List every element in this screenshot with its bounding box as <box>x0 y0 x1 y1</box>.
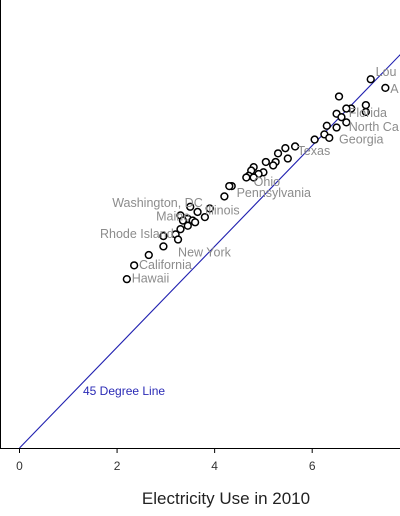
data-point <box>337 113 346 122</box>
state-label: Washington, DC <box>112 196 203 210</box>
x-axis-title: Electricity Use in 2010 <box>142 489 310 508</box>
data-point <box>273 149 283 158</box>
data-point <box>325 133 334 142</box>
data-point <box>332 123 341 132</box>
state-label: Maine <box>156 210 190 224</box>
data-point <box>261 157 271 167</box>
data-point <box>205 204 214 213</box>
state-label: Rhode Island <box>100 227 174 241</box>
data-point <box>381 83 390 93</box>
state-label: Florida <box>349 106 387 120</box>
data-point <box>310 135 319 144</box>
state-label: North Ca <box>349 120 399 134</box>
data-point <box>178 216 188 225</box>
data-point <box>122 274 131 284</box>
data-point <box>193 207 202 217</box>
data-point <box>190 218 200 227</box>
data-point <box>186 202 195 211</box>
data-point <box>283 154 292 163</box>
data-point <box>269 161 278 170</box>
state-label: A <box>390 82 399 96</box>
data-point <box>281 144 290 153</box>
data-point <box>342 104 351 113</box>
data-point <box>322 121 331 130</box>
state-label: California <box>139 258 192 272</box>
data-point <box>225 181 234 191</box>
data-point <box>242 173 251 182</box>
state-label: Pennsylvania <box>237 186 311 200</box>
data-point <box>144 250 153 260</box>
data-point <box>290 142 300 151</box>
state-label: Georgia <box>339 133 384 147</box>
data-point <box>176 225 185 234</box>
data-point <box>159 242 168 251</box>
data-point <box>173 235 183 244</box>
state-label: New York <box>178 246 232 260</box>
data-point <box>342 118 351 127</box>
reference-line-label: 45 Degree Line <box>83 384 165 398</box>
data-point <box>129 261 139 270</box>
state-label: Texas <box>298 144 331 158</box>
state-label: Lou <box>376 65 397 79</box>
x-tick-label: 4 <box>211 459 218 473</box>
data-point <box>366 75 375 84</box>
x-tick-label: 6 <box>309 459 316 473</box>
points-layer <box>122 75 390 284</box>
data-point <box>159 231 168 241</box>
x-tick-label: 0 <box>16 459 23 473</box>
data-point <box>200 212 210 222</box>
data-point <box>334 92 344 101</box>
state-label: Illinois <box>205 203 240 217</box>
state-label: Ohio <box>254 175 280 189</box>
state-label: Hawaii <box>132 272 170 286</box>
x-tick-label: 2 <box>114 459 121 473</box>
data-point <box>183 221 192 230</box>
x-ticks-layer: 0 2 4 6 <box>16 448 316 473</box>
data-point <box>361 107 371 117</box>
data-point <box>220 192 229 201</box>
